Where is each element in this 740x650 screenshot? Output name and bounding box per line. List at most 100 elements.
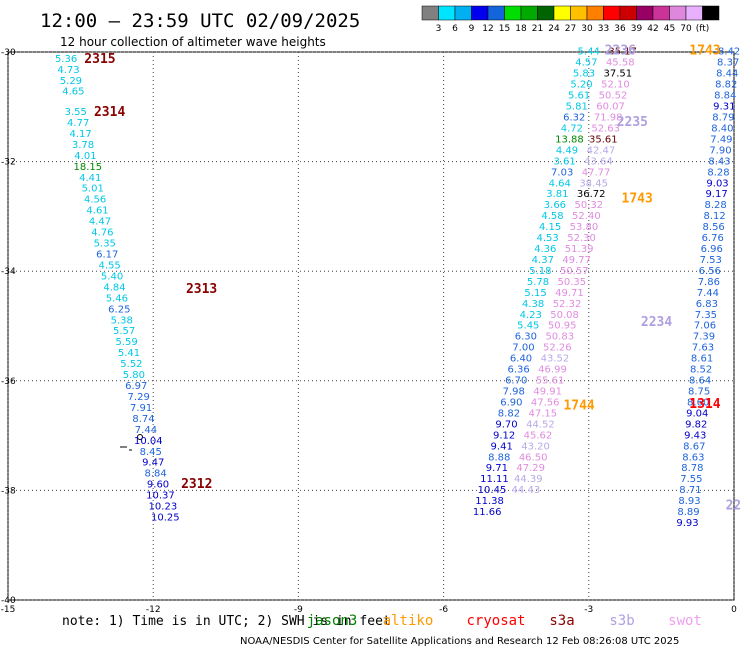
color-swatch	[619, 5, 637, 21]
wave-height-value: 6.90	[500, 397, 522, 408]
map-subtitle: 12 hour collection of altimeter wave hei…	[60, 35, 326, 49]
wave-height-value: 9.71	[486, 463, 508, 474]
lat-tick-label: -34	[1, 267, 16, 277]
wave-height-value: 8.89	[677, 507, 699, 518]
color-swatch	[685, 5, 703, 21]
wave-height-value: 7.53	[700, 255, 722, 266]
wave-height-value: 8.45	[140, 447, 162, 458]
wave-height-value: 6.40	[510, 354, 532, 365]
color-scale-label: 3	[436, 24, 442, 34]
color-swatch	[537, 5, 555, 21]
pass-label: 2315	[84, 52, 115, 67]
pass-label: 2236	[605, 44, 636, 59]
pass-label: 2234	[641, 315, 672, 330]
wave-height-value: 8.63	[682, 452, 704, 463]
wave-height-value: 4.41	[79, 173, 101, 184]
color-swatch	[586, 5, 604, 21]
color-swatch	[471, 5, 489, 21]
wave-height-value: 7.49	[710, 134, 732, 145]
wave-height-value: 8.56	[703, 222, 725, 233]
wave-height-value: 50.52	[599, 91, 628, 102]
wave-height-value: 5.38	[111, 315, 133, 326]
wave-height-value: 8.37	[717, 58, 739, 69]
wave-height-value: 45.62	[524, 430, 553, 441]
wave-height-value: 9.03	[706, 178, 728, 189]
wave-height-value: 6.30	[515, 332, 537, 343]
wave-height-value: 50.32	[574, 200, 603, 211]
wave-height-value: 53.80	[570, 222, 599, 233]
color-swatch	[652, 5, 670, 21]
wave-height-value: 10.04	[134, 436, 163, 447]
wave-height-value: 35.17	[608, 47, 637, 58]
wave-height-value: 5.78	[527, 277, 549, 288]
satellite-legend-item: cryosat	[466, 613, 525, 629]
color-scale-label: 70	[680, 24, 692, 34]
wave-height-value: 8.93	[678, 496, 700, 507]
lon-tick-label: -12	[146, 605, 161, 615]
wave-height-value: 5.61	[568, 91, 590, 102]
wave-height-value: 52.63	[591, 123, 620, 134]
wave-height-value: 9.41	[491, 441, 513, 452]
wave-height-value: 45.58	[606, 58, 635, 69]
wave-height-value: 43.20	[521, 441, 550, 452]
wave-height-value: 4.65	[62, 87, 84, 98]
pass-number-labels: 2315 2314 2313 2312 2236 2235 2234 2233 1743 1743…	[84, 44, 740, 514]
track-s3a: 5.364.735.294.65 3.554.774.173.784.0118.1…	[55, 54, 180, 524]
wave-height-value: 35.61	[589, 134, 618, 145]
track-jason3: 8.428.378.448.828.849.318.798.407.497.90…	[676, 47, 740, 529]
wave-height-value: 37.51	[604, 69, 633, 80]
color-scale-label: 18	[515, 24, 527, 34]
wave-height-value: 38.45	[579, 178, 608, 189]
wave-height-value: 8.84	[144, 469, 166, 480]
wave-height-value: 5.20	[570, 80, 592, 91]
wave-height-value: 3.81	[546, 189, 568, 200]
wave-height-value: 8.40	[711, 123, 733, 134]
pass-label: 2235	[617, 115, 648, 130]
wave-height-value: 6.56	[699, 266, 721, 277]
color-scale-label: 42	[647, 24, 658, 34]
wave-height-value: 7.35	[695, 310, 717, 321]
wave-height-value: 60.07	[596, 102, 625, 113]
wave-height-value: 4.38	[522, 299, 544, 310]
color-swatch	[487, 5, 505, 21]
wave-height-value: 8.82	[498, 408, 520, 419]
color-swatch	[702, 5, 720, 21]
wave-height-value: 4.53	[537, 233, 559, 244]
wave-height-value: 49.91	[533, 387, 562, 398]
wave-height-value: 49.71	[555, 288, 584, 299]
lon-tick-label: -3	[584, 605, 593, 615]
wave-height-value: 8.88	[488, 452, 510, 463]
wave-height-value: 13.88	[555, 134, 584, 145]
color-scale-label: 21	[532, 24, 543, 34]
wave-height-value: 9.43	[684, 430, 706, 441]
wave-height-value: 6.83	[696, 299, 718, 310]
wave-height-value: 3.61	[553, 156, 575, 167]
wave-height-value: 11.38	[475, 496, 504, 507]
track-s3b: 35.1745.5837.5152.1050.5260.0771.9852.63…	[512, 47, 637, 496]
wave-height-value: 8.74	[132, 414, 154, 425]
wave-height-value: 4.57	[575, 58, 597, 69]
wave-height-value: 51.39	[565, 244, 594, 255]
color-scale-label: 33	[598, 24, 609, 34]
wave-height-value: 43.52	[541, 354, 570, 365]
wave-height-value: 5.81	[566, 102, 588, 113]
color-scale-label: 12	[482, 24, 493, 34]
map-title: 12:00 — 23:59 UTC 02/09/2025	[40, 10, 360, 32]
wave-height-value: 7.03	[551, 167, 573, 178]
lat-tick-label: -30	[1, 48, 16, 58]
wave-height-value: 10.45	[478, 485, 507, 496]
wave-height-value: 8.84	[714, 91, 736, 102]
wave-height-value: 6.17	[96, 250, 118, 261]
wave-height-value: 6.97	[125, 381, 147, 392]
wave-height-value: 50.95	[548, 321, 577, 332]
wave-height-value: 9.31	[713, 102, 735, 113]
wave-height-value: 8.71	[679, 485, 701, 496]
pass-label: 1743	[622, 192, 653, 207]
color-swatch	[438, 5, 456, 21]
lat-tick-label: -38	[1, 486, 16, 496]
wave-height-value: 7.86	[698, 277, 720, 288]
pass-label: 2312	[181, 477, 212, 492]
wave-height-value: 8.64	[689, 376, 711, 387]
wave-height-value: 5.83	[573, 69, 595, 80]
wave-height-value: 6.25	[108, 304, 130, 315]
